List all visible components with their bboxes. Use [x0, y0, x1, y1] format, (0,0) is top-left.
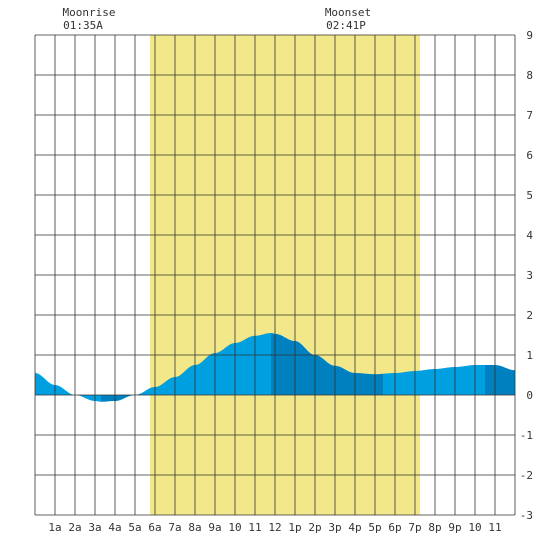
x-tick-label: 3p — [328, 521, 341, 534]
x-tick-label: 6a — [148, 521, 161, 534]
moonset-label: Moonset — [325, 6, 371, 19]
x-tick-label: 2p — [308, 521, 321, 534]
x-tick-label: 3a — [88, 521, 101, 534]
tide-area-segment — [101, 393, 141, 402]
y-tick-label: -3 — [520, 509, 533, 522]
x-tick-label: 4a — [108, 521, 121, 534]
x-tick-label: 12 — [268, 521, 281, 534]
x-tick-label: 9a — [208, 521, 221, 534]
x-tick-label: 7a — [168, 521, 181, 534]
x-tick-label: 10 — [228, 521, 241, 534]
x-tick-label: 6p — [388, 521, 401, 534]
y-tick-label: 8 — [526, 69, 533, 82]
moonset-time: 02:41P — [326, 19, 366, 32]
x-tick-label: 5a — [128, 521, 141, 534]
x-tick-label: 1p — [288, 521, 301, 534]
y-tick-label: -2 — [520, 469, 533, 482]
x-tick-label: 1a — [48, 521, 61, 534]
y-tick-label: 2 — [526, 309, 533, 322]
y-tick-label: 1 — [526, 349, 533, 362]
x-tick-label: 11 — [248, 521, 261, 534]
y-tick-label: 5 — [526, 189, 533, 202]
y-tick-label: 4 — [526, 229, 533, 242]
y-tick-label: 6 — [526, 149, 533, 162]
tide-area-segment — [35, 373, 101, 402]
x-tick-label: 2a — [68, 521, 81, 534]
y-tick-label: 7 — [526, 109, 533, 122]
y-axis-tick-labels: -3 -2 -1 0 1 2 3 4 5 6 7 8 9 — [520, 29, 534, 522]
x-tick-label: 5p — [368, 521, 381, 534]
x-tick-label: 11 — [488, 521, 501, 534]
x-tick-label: 10 — [468, 521, 481, 534]
moonrise-time: 01:35A — [63, 19, 103, 32]
x-tick-label: 9p — [448, 521, 461, 534]
grid-layer — [34, 34, 516, 516]
x-axis-tick-labels: 1a 2a 3a 4a 5a 6a 7a 8a 9a 10 11 12 1p 2p 3p 4p 5p 6p 7p 8p… — [48, 521, 501, 534]
tide-area-segment — [141, 333, 271, 395]
x-tick-label: 8a — [188, 521, 201, 534]
y-tick-label: 3 — [526, 269, 533, 282]
tide-area-segment — [383, 365, 485, 395]
moonrise-label: Moonrise — [63, 6, 116, 19]
x-tick-label: 4p — [348, 521, 361, 534]
tide-area-segment — [485, 365, 515, 395]
y-tick-label: 0 — [526, 389, 533, 402]
y-tick-label: -1 — [520, 429, 533, 442]
x-tick-label: 7p — [408, 521, 421, 534]
x-tick-label: 8p — [428, 521, 441, 534]
y-tick-label: 9 — [526, 29, 533, 42]
